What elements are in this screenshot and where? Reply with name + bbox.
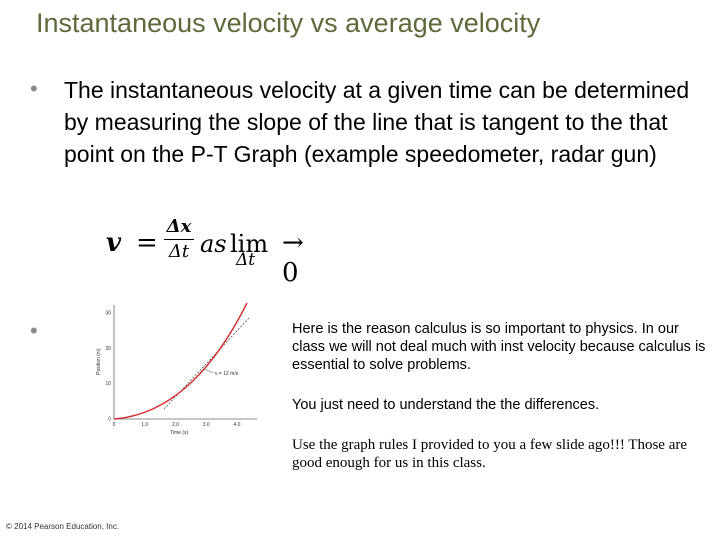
formula-lim-subscript: Δt: [236, 250, 256, 270]
graph-x-tick-label: 0: [113, 422, 116, 428]
position-curve: [113, 302, 248, 420]
differences-note: You just need to understand the the diff…: [292, 397, 600, 413]
bullet-dot: •: [30, 76, 38, 101]
slide-title: Instantaneous velocity vs average veloci…: [36, 8, 541, 38]
position-time-graph: Position (m) Time (s) 0 10 20 30 0 1.0 2.0 3.0…: [92, 297, 266, 437]
formula-fraction: Δx Δt: [164, 216, 194, 263]
graph-rules-note: Use the graph rules I provided to you a …: [292, 437, 688, 471]
slope-pointer: [203, 368, 215, 374]
copyright-footer: © 2014 Pearson Education, Inc.: [6, 522, 120, 531]
graph-x-tick-label: 3.0: [203, 422, 210, 428]
graph-y-label: Position (m): [96, 348, 102, 375]
graph-x-tick-label: 2.0: [172, 422, 179, 428]
fraction-denominator: Δt: [168, 241, 190, 262]
formula-lim: lim: [230, 230, 269, 258]
graph-x-tick-label: 4.0: [234, 422, 241, 428]
formula-arrow-zero: → 0: [282, 228, 304, 288]
formula-v: v: [106, 228, 122, 258]
graph-background: [92, 297, 266, 437]
fraction-bar: [164, 239, 194, 240]
graph-y-tick-label: 30: [105, 311, 111, 317]
bullet-text: The instantaneous velocity at a given ti…: [64, 77, 690, 167]
formula-equals: =: [136, 228, 158, 258]
bullet-dot-2: •: [30, 318, 38, 343]
graph-x-tick-label: 1.0: [141, 422, 148, 428]
formula-as: as: [200, 230, 227, 258]
fraction-numerator: Δx: [166, 216, 192, 237]
graph-y-tick-label: 20: [105, 346, 111, 352]
graph-y-tick-label: 0: [108, 417, 111, 423]
calculus-note: Here is the reason calculus is so import…: [292, 321, 706, 373]
graph-x-label: Time (s): [170, 430, 188, 436]
slope-label: v = 12 m/s: [215, 371, 239, 377]
graph-y-tick-label: 10: [105, 381, 111, 387]
